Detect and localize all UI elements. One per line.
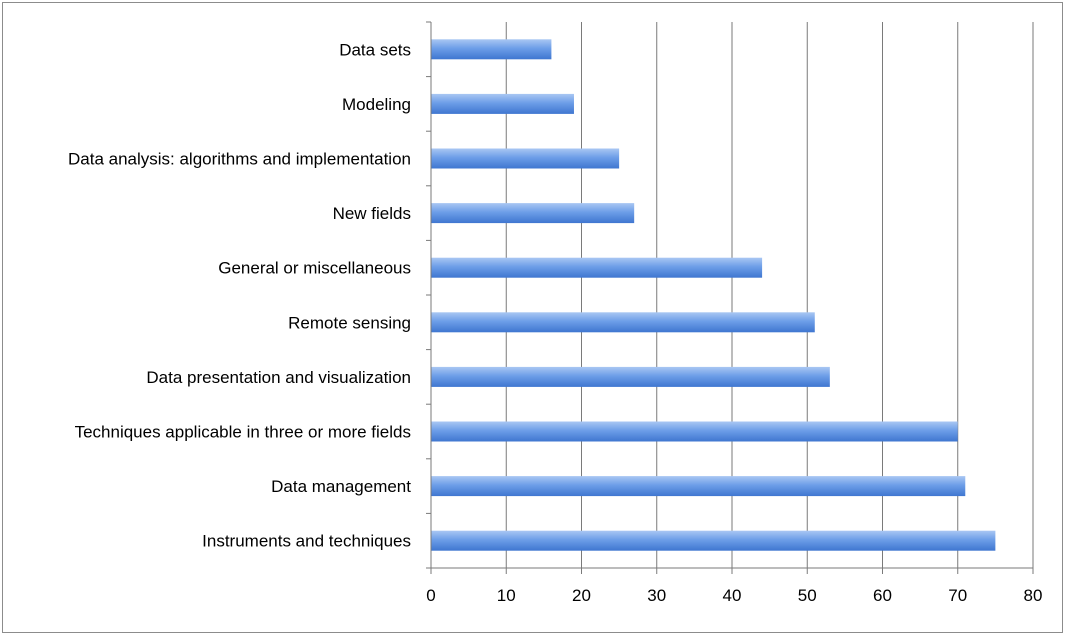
x-tick-label: 10 xyxy=(497,586,516,605)
category-label: Data presentation and visualization xyxy=(146,368,411,387)
axes xyxy=(426,21,1034,574)
x-tick-label: 30 xyxy=(647,586,666,605)
category-label: Techniques applicable in three or more f… xyxy=(75,423,411,442)
category-label: General or miscellaneous xyxy=(218,259,411,278)
category-label: Instruments and techniques xyxy=(202,532,411,551)
category-label: Modeling xyxy=(342,95,411,114)
bar xyxy=(431,476,966,497)
bar xyxy=(431,312,815,333)
bar xyxy=(431,39,552,60)
x-tick-label: 40 xyxy=(723,586,742,605)
category-label: Data analysis: algorithms and implementa… xyxy=(68,150,411,169)
x-tick-label: 80 xyxy=(1024,586,1043,605)
bar xyxy=(431,530,996,551)
category-label: Remote sensing xyxy=(288,313,411,332)
bars xyxy=(431,39,996,551)
x-tick-label: 50 xyxy=(798,586,817,605)
bar xyxy=(431,366,830,387)
bar xyxy=(431,257,763,278)
x-tick-label: 60 xyxy=(873,586,892,605)
x-tick-labels: 0 10 20 30 40 50 60 70 80 xyxy=(426,586,1042,605)
x-tick-label: 20 xyxy=(572,586,591,605)
category-label: Data sets xyxy=(339,40,411,59)
category-label: Data management xyxy=(271,477,411,496)
x-tick-label: 70 xyxy=(948,586,967,605)
bar xyxy=(431,93,574,114)
bar xyxy=(431,421,958,442)
category-label: New fields xyxy=(333,204,411,223)
bar xyxy=(431,203,635,224)
x-tick-label: 0 xyxy=(426,586,435,605)
category-labels: Data sets Modeling Data analysis: algorith… xyxy=(68,40,411,550)
bar xyxy=(431,148,620,169)
